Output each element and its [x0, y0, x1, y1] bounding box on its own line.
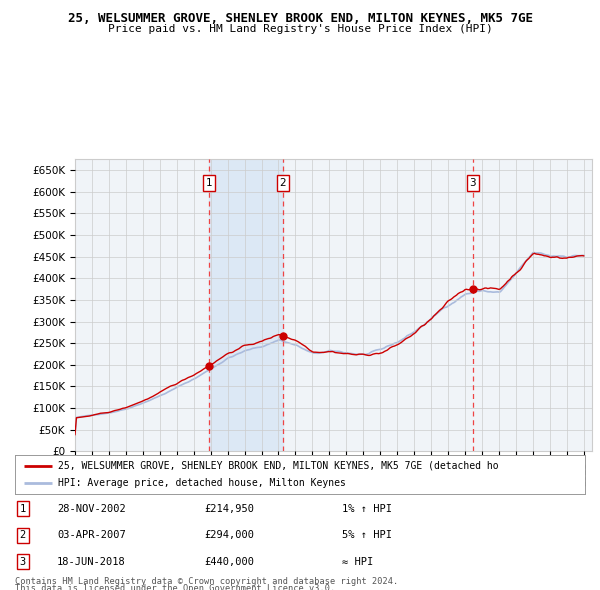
Text: 1: 1 [20, 504, 26, 513]
Text: 3: 3 [470, 178, 476, 188]
Text: ≈ HPI: ≈ HPI [342, 557, 373, 566]
Bar [209, 159, 283, 451]
Text: 1: 1 [206, 178, 212, 188]
Text: 1% ↑ HPI: 1% ↑ HPI [342, 504, 392, 513]
Text: 25, WELSUMMER GROVE, SHENLEY BROOK END, MILTON KEYNES, MK5 7GE (detached ho: 25, WELSUMMER GROVE, SHENLEY BROOK END, … [58, 461, 499, 471]
Text: £214,950: £214,950 [204, 504, 254, 513]
Text: HPI: Average price, detached house, Milton Keynes: HPI: Average price, detached house, Milt… [58, 478, 346, 489]
Text: 5% ↑ HPI: 5% ↑ HPI [342, 530, 392, 540]
Text: 18-JUN-2018: 18-JUN-2018 [57, 557, 126, 566]
Text: £294,000: £294,000 [204, 530, 254, 540]
Text: 28-NOV-2002: 28-NOV-2002 [57, 504, 126, 513]
Text: 3: 3 [20, 557, 26, 566]
Text: 25, WELSUMMER GROVE, SHENLEY BROOK END, MILTON KEYNES, MK5 7GE: 25, WELSUMMER GROVE, SHENLEY BROOK END, … [67, 12, 533, 25]
Text: 2: 2 [280, 178, 286, 188]
Text: 2: 2 [20, 530, 26, 540]
Text: 03-APR-2007: 03-APR-2007 [57, 530, 126, 540]
Text: Price paid vs. HM Land Registry's House Price Index (HPI): Price paid vs. HM Land Registry's House … [107, 24, 493, 34]
Text: This data is licensed under the Open Government Licence v3.0.: This data is licensed under the Open Gov… [15, 584, 335, 590]
Text: £440,000: £440,000 [204, 557, 254, 566]
Text: Contains HM Land Registry data © Crown copyright and database right 2024.: Contains HM Land Registry data © Crown c… [15, 577, 398, 586]
